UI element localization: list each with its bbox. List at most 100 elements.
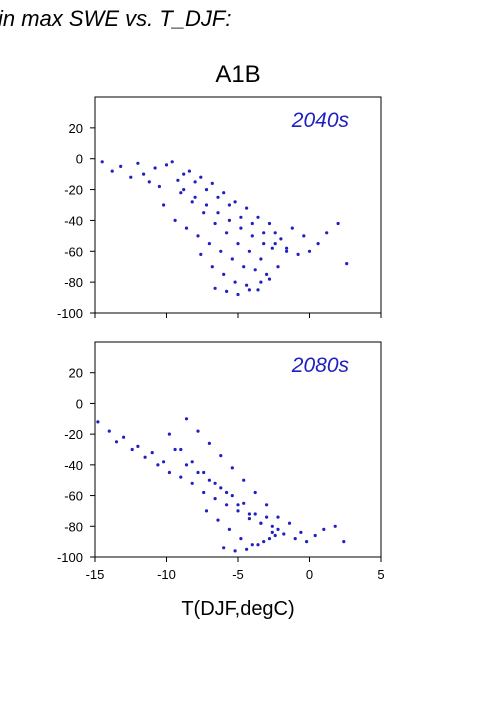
data-point <box>276 515 280 519</box>
data-point <box>265 272 269 276</box>
data-point <box>179 191 183 195</box>
y-tick-label: -60 <box>64 489 83 504</box>
data-point <box>270 530 274 535</box>
data-point <box>187 169 191 173</box>
y-tick-label: 20 <box>69 366 83 381</box>
data-point <box>239 215 243 219</box>
y-tick-label: -60 <box>64 244 83 259</box>
data-point <box>119 164 123 168</box>
y-tick-label: 0 <box>76 396 83 411</box>
data-point <box>204 509 209 513</box>
data-point <box>207 242 211 246</box>
data-point <box>207 441 211 445</box>
data-point <box>199 252 203 256</box>
data-point <box>153 166 157 170</box>
data-point <box>216 195 220 199</box>
x-tick-label: -5 <box>232 567 244 582</box>
data-point <box>345 262 349 266</box>
data-point <box>196 234 200 238</box>
data-point <box>245 206 249 210</box>
data-point <box>256 288 260 292</box>
data-point <box>236 509 240 513</box>
data-point <box>210 265 214 269</box>
y-tick-label: -100 <box>57 306 83 321</box>
data-point <box>182 172 186 176</box>
data-point <box>156 463 160 467</box>
data-point <box>273 533 277 538</box>
data-point <box>213 286 217 290</box>
data-point <box>219 486 223 490</box>
data-point <box>173 447 177 452</box>
x-tick-label: -15 <box>86 567 105 582</box>
data-point <box>219 249 223 253</box>
data-point <box>100 160 104 164</box>
data-point <box>179 475 183 479</box>
data-point <box>273 242 277 246</box>
data-point <box>250 234 254 238</box>
data-point <box>247 249 251 253</box>
panel-2040s: -100 -80 -60 -40 -20 0 20 2040s <box>57 96 382 321</box>
data-point <box>230 257 234 261</box>
data-point <box>227 203 231 207</box>
y-tick-label: -40 <box>64 213 83 228</box>
data-point <box>265 503 269 507</box>
panel-label: 2040s <box>291 109 350 132</box>
y-tick-label: -80 <box>64 519 83 534</box>
data-point <box>222 191 226 195</box>
data-point <box>267 537 272 541</box>
data-point <box>184 463 189 467</box>
data-point <box>276 265 280 269</box>
data-point <box>130 447 134 452</box>
data-point <box>179 447 183 452</box>
data-points <box>100 160 349 297</box>
data-point <box>150 451 154 455</box>
data-point <box>250 221 254 226</box>
data-point <box>227 218 231 222</box>
data-point <box>265 515 269 519</box>
data-point <box>302 234 306 238</box>
x-tick-label: 0 <box>306 567 313 582</box>
data-point <box>202 211 206 215</box>
data-point <box>136 161 140 165</box>
y-tick-label: -20 <box>64 183 83 198</box>
data-point <box>259 280 263 284</box>
data-point <box>270 524 274 528</box>
data-point <box>176 178 180 182</box>
data-point <box>202 470 206 475</box>
data-point <box>262 231 266 235</box>
data-point <box>236 503 240 507</box>
data-point <box>213 497 217 501</box>
data-point <box>190 460 194 464</box>
data-point <box>267 221 272 226</box>
data-point <box>333 524 337 528</box>
y-tick-label: 0 <box>76 152 83 167</box>
data-point <box>336 221 340 226</box>
data-point <box>193 180 197 184</box>
data-point <box>253 268 257 272</box>
data-point <box>259 257 263 261</box>
data-point <box>233 280 237 284</box>
panel-2080s: -100 -80 -60 -40 -20 0 20 -15 -10 -5 0 5 2080s <box>57 341 385 582</box>
x-tick-label: 5 <box>377 567 384 582</box>
data-point <box>247 512 251 516</box>
data-point <box>143 455 147 459</box>
data-point <box>279 237 283 241</box>
y-tick-label: -80 <box>64 275 83 290</box>
data-point <box>305 540 309 544</box>
data-point <box>230 466 234 470</box>
data-point <box>225 231 229 235</box>
data-point <box>107 429 111 433</box>
data-point <box>285 246 289 250</box>
scenario-label: A1B <box>215 61 260 88</box>
data-point <box>219 454 223 458</box>
data-point <box>199 175 203 179</box>
data-point <box>262 242 266 246</box>
data-point <box>233 200 237 204</box>
data-point <box>253 490 257 495</box>
data-point <box>213 481 217 485</box>
data-point <box>239 226 243 230</box>
data-point <box>242 478 246 482</box>
data-point <box>245 547 249 551</box>
data-point <box>142 172 146 176</box>
